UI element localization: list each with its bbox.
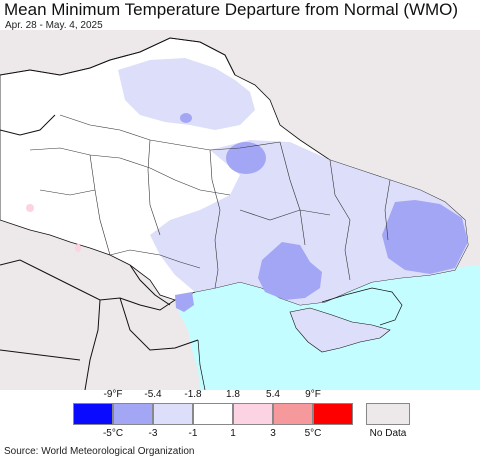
anomaly-crimea	[289, 307, 391, 353]
legend-no-data-label: No Data	[369, 428, 407, 439]
legend-swatch-4	[233, 403, 273, 425]
legend-fahrenheit-label: 9°F	[305, 389, 321, 400]
date-range: Apr. 28 - May. 4, 2025	[5, 20, 103, 31]
legend-fahrenheit-label: 1.8	[226, 389, 240, 400]
source-credit: Source: World Meteorological Organizatio…	[4, 446, 195, 457]
legend-fahrenheit-label: -9°F	[103, 389, 123, 400]
legend-swatch-6	[313, 403, 353, 425]
azov-coast	[321, 287, 403, 326]
map-title: Mean Minimum Temperature Departure from …	[4, 0, 459, 19]
legend-swatch-0	[73, 403, 113, 425]
anomaly-pink-south	[75, 244, 81, 252]
country-borders	[0, 37, 236, 390]
legend-swatch-3	[193, 403, 233, 425]
anomaly-medium-blue-east	[382, 200, 468, 274]
temperature-map	[0, 30, 480, 390]
legend-fahrenheit-label: -5.4	[144, 389, 162, 400]
legend-no-data-swatch	[366, 403, 410, 425]
legend-swatch-5	[273, 403, 313, 425]
legend-celsius-label: 3	[270, 428, 276, 439]
legend-celsius-label: -1	[188, 428, 198, 439]
anomaly-medium-blue-odesa	[175, 292, 194, 312]
anomaly-medium-blue-southeast	[258, 242, 322, 300]
legend-swatch-1	[113, 403, 153, 425]
anomaly-pink-west	[26, 204, 34, 212]
legend-celsius-label: 5°C	[304, 428, 322, 439]
legend-celsius-label: 1	[230, 428, 236, 439]
legend-fahrenheit-label: 5.4	[266, 389, 280, 400]
region-borders	[29, 114, 391, 289]
anomaly-light-blue-north	[118, 58, 255, 130]
legend-swatch-2	[153, 403, 193, 425]
color-legend: -9°F -5.4 -1.8 1.8 5.4 9°F -5°C -3 -1 1 3 5°C No D…	[0, 388, 480, 440]
legend-fahrenheit-label: -1.8	[184, 389, 202, 400]
anomaly-light-blue-east	[150, 140, 468, 305]
anomaly-medium-blue-small	[180, 113, 192, 123]
legend-celsius-label: -3	[148, 428, 158, 439]
southern-coast	[197, 339, 206, 390]
legend-celsius-label: -5°C	[102, 428, 124, 439]
anomaly-medium-blue-center	[226, 142, 266, 174]
